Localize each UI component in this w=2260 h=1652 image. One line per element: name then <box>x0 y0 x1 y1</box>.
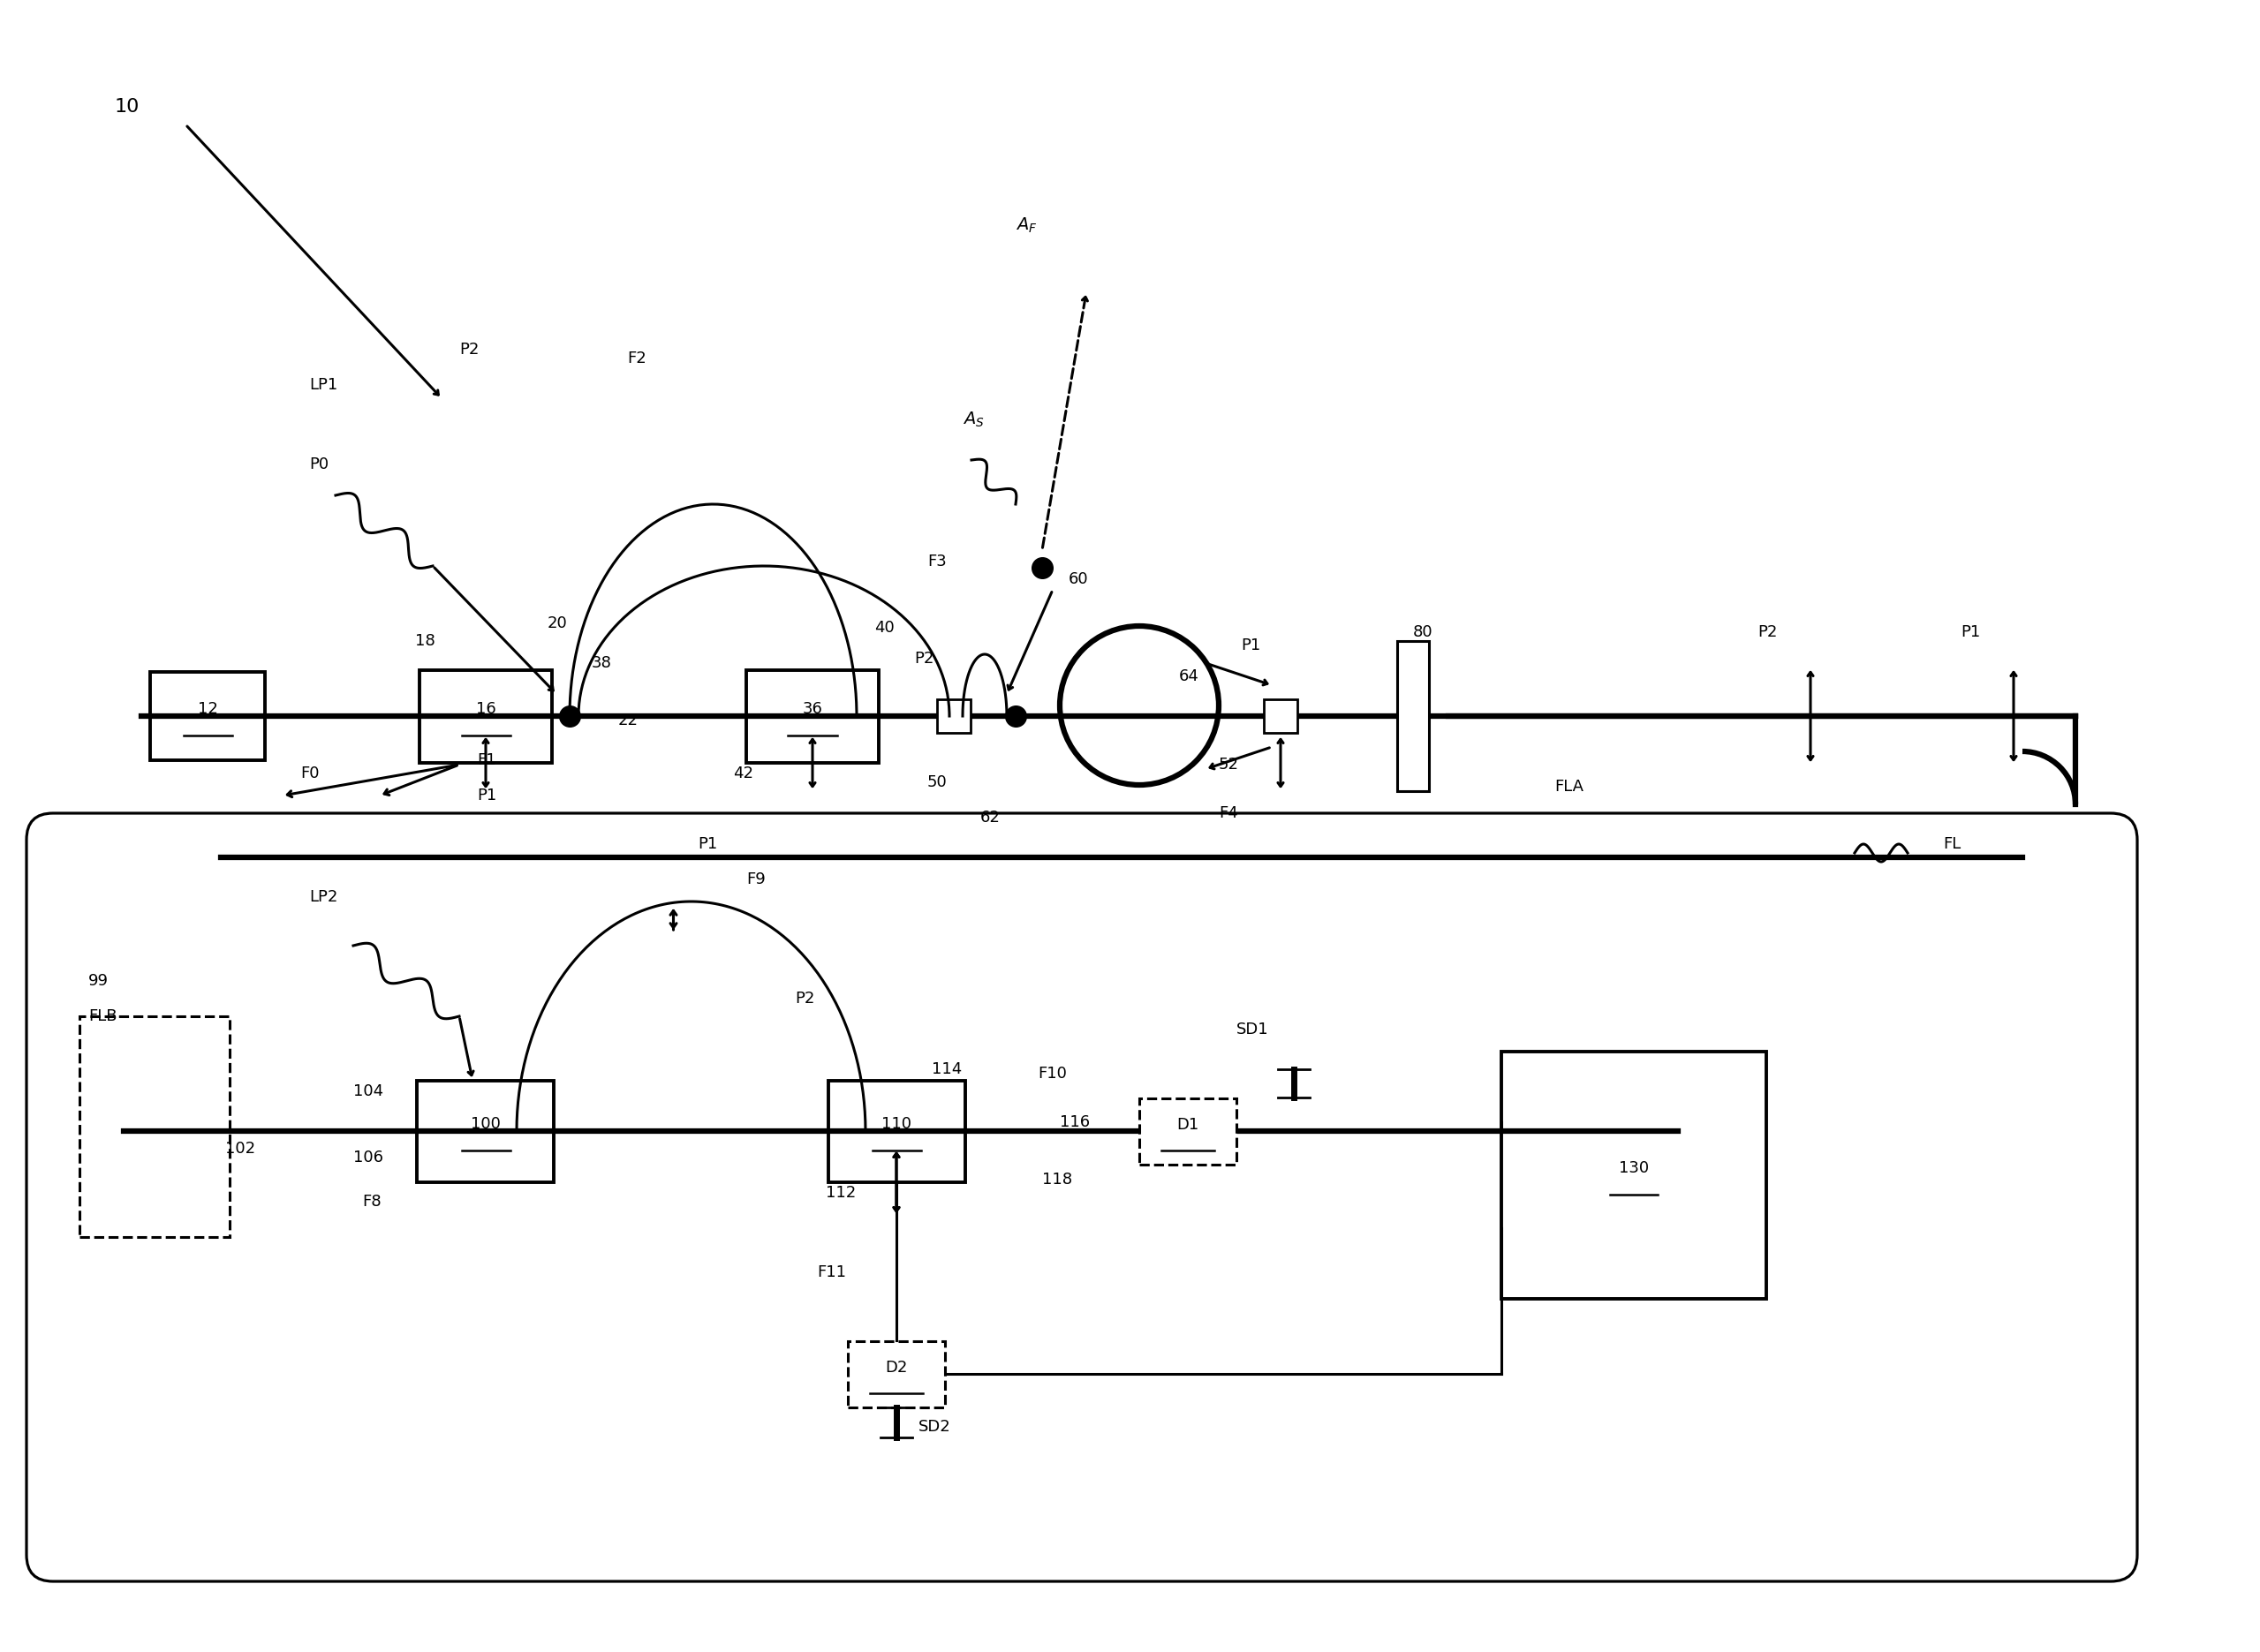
Text: P2: P2 <box>913 651 933 667</box>
Bar <box>1139 1099 1236 1165</box>
Bar <box>420 669 551 763</box>
Text: P2: P2 <box>459 342 479 357</box>
Text: 38: 38 <box>592 656 612 671</box>
Text: 116: 116 <box>1060 1115 1089 1130</box>
Text: FLB: FLB <box>88 1008 118 1024</box>
Text: 60: 60 <box>1069 572 1089 586</box>
Text: P1: P1 <box>1241 638 1261 654</box>
Bar <box>149 672 264 760</box>
Bar <box>418 1080 554 1181</box>
Text: 102: 102 <box>226 1142 255 1156</box>
Text: D2: D2 <box>886 1360 909 1376</box>
Text: 50: 50 <box>927 775 947 790</box>
Bar <box>827 1080 965 1181</box>
Text: LP1: LP1 <box>310 377 337 393</box>
Bar <box>1501 1052 1767 1298</box>
Text: P1: P1 <box>1962 624 1980 639</box>
Bar <box>746 669 879 763</box>
Text: $A_S$: $A_S$ <box>963 411 985 430</box>
Text: $A_F$: $A_F$ <box>1015 216 1037 235</box>
Text: F11: F11 <box>816 1264 845 1280</box>
Text: 20: 20 <box>547 616 567 631</box>
Text: 22: 22 <box>619 712 640 729</box>
Text: F4: F4 <box>1218 805 1238 821</box>
Text: F9: F9 <box>746 872 766 887</box>
Text: 64: 64 <box>1180 669 1200 684</box>
Bar <box>1263 699 1297 733</box>
Text: F10: F10 <box>1037 1066 1067 1082</box>
Bar <box>938 699 970 733</box>
Text: F0: F0 <box>301 765 319 781</box>
Text: SD1: SD1 <box>1236 1021 1268 1037</box>
Text: P1: P1 <box>477 788 497 803</box>
Text: 62: 62 <box>981 809 1001 826</box>
Text: 106: 106 <box>353 1150 384 1166</box>
Bar <box>1397 641 1428 791</box>
Text: 104: 104 <box>353 1084 384 1099</box>
Bar <box>848 1341 945 1408</box>
Text: 42: 42 <box>732 765 753 781</box>
Text: FL: FL <box>1944 836 1962 852</box>
Text: P2: P2 <box>1758 624 1776 639</box>
Text: 80: 80 <box>1412 624 1433 639</box>
Text: F8: F8 <box>362 1194 382 1209</box>
Text: P0: P0 <box>310 456 328 472</box>
Text: 18: 18 <box>416 633 436 649</box>
Text: 16: 16 <box>475 700 495 717</box>
Text: P2: P2 <box>796 991 814 1006</box>
Text: F3: F3 <box>927 553 947 570</box>
Text: 130: 130 <box>1618 1160 1650 1176</box>
Text: FLA: FLA <box>1555 778 1584 795</box>
Text: 12: 12 <box>197 700 217 717</box>
Text: SD2: SD2 <box>918 1419 951 1436</box>
Text: 52: 52 <box>1218 757 1238 773</box>
Text: D1: D1 <box>1177 1117 1200 1133</box>
Text: LP2: LP2 <box>310 889 337 905</box>
Text: 100: 100 <box>470 1117 502 1132</box>
Text: 10: 10 <box>115 97 140 116</box>
Text: 114: 114 <box>931 1061 963 1077</box>
Text: P1: P1 <box>698 836 716 852</box>
Bar <box>79 1016 231 1237</box>
Text: F1: F1 <box>477 752 495 768</box>
Text: 118: 118 <box>1042 1171 1071 1188</box>
Text: 40: 40 <box>875 620 895 636</box>
Text: F2: F2 <box>626 350 646 367</box>
Text: 99: 99 <box>88 973 108 990</box>
Text: 36: 36 <box>802 700 823 717</box>
Text: 112: 112 <box>825 1184 857 1201</box>
Text: 110: 110 <box>881 1117 911 1132</box>
